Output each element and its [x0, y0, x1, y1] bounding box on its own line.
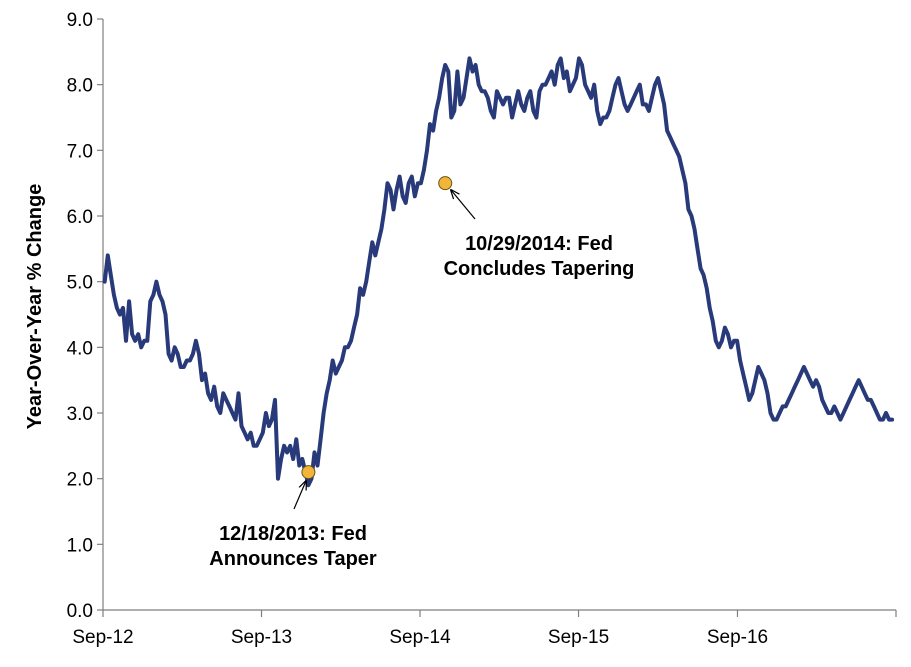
- annotation-label: Concludes Tapering: [444, 258, 635, 280]
- y-tick-label: 7.0: [67, 141, 93, 162]
- series-line: [102, 56, 895, 488]
- x-tick-label: Sep-14: [389, 627, 451, 648]
- annotation-marker: [438, 176, 453, 191]
- annotation-label: 10/29/2014: Fed: [465, 233, 613, 255]
- annotation-label: 12/18/2013: Fed: [219, 523, 367, 545]
- y-axis-title: Year-Over-Year % Change: [24, 184, 46, 430]
- y-tick-label: 4.0: [67, 338, 93, 359]
- annotation-label: Announces Taper: [209, 548, 377, 570]
- annotation-layer: 12/18/2013: Fed Announces Taper 10/29/2014…: [209, 176, 635, 570]
- x-tick-label: Sep-15: [548, 627, 609, 648]
- x-tick-label: Sep-16: [707, 627, 768, 648]
- annotation-arrow: [451, 190, 476, 220]
- y-tick-label: 3.0: [67, 404, 93, 425]
- y-tick-label: 9.0: [67, 10, 93, 31]
- y-tick-label: 8.0: [67, 76, 93, 97]
- annotation-marker: [301, 465, 316, 480]
- y-tick-label: 1.0: [67, 535, 93, 556]
- y-tick-label: 5.0: [67, 273, 93, 294]
- y-tick-label: 0.0: [67, 601, 93, 622]
- x-tick-label: Sep-12: [72, 627, 133, 648]
- y-tick-label: 6.0: [67, 207, 93, 228]
- axes-layer: 0.0 1.0 2.0 3.0 4.0 5.0 6.0 7.0 8.0 9.0 Sep-12 Sep-…: [24, 10, 897, 648]
- annotation-arrow: [293, 481, 306, 510]
- x-tick-label: Sep-13: [231, 627, 292, 648]
- y-tick-label: 2.0: [67, 470, 93, 491]
- series-layer: [102, 56, 895, 488]
